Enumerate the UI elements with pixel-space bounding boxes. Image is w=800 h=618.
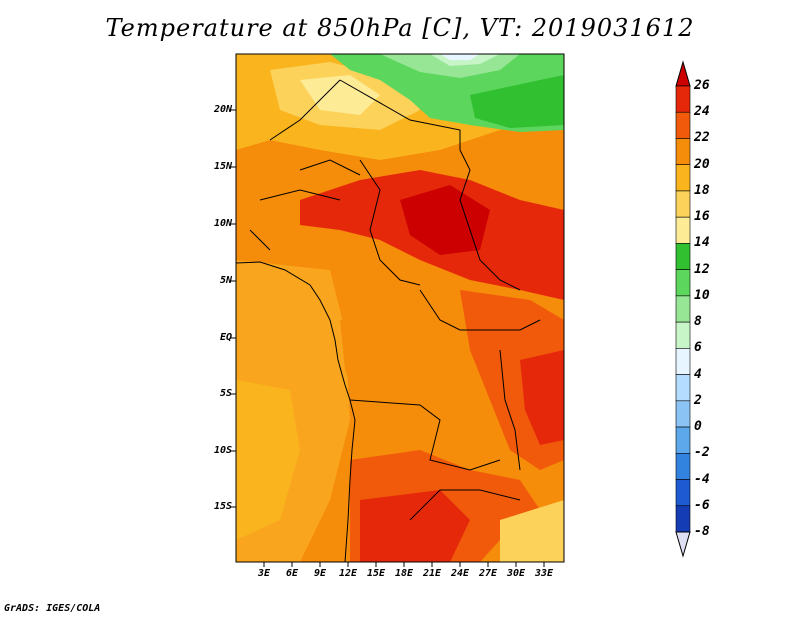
- lat-label: 5S: [219, 388, 232, 399]
- colorbar-segment: [675, 452, 691, 480]
- colorbar-label: 26: [694, 78, 710, 93]
- colorbar-label: 14: [694, 235, 710, 251]
- colorbar-segment: [675, 374, 691, 402]
- colorbar-label: 20: [694, 156, 710, 172]
- lat-label: 10S: [213, 445, 232, 456]
- colorbar-label: 18: [694, 182, 710, 198]
- colorbar-segment: [675, 138, 691, 166]
- colorbar-segment: [675, 164, 691, 192]
- lat-label: EQ: [219, 332, 232, 343]
- colorbar-label: 16: [694, 209, 710, 225]
- map-frame: [235, 53, 565, 563]
- colorbar-label: 4: [694, 366, 702, 382]
- colorbar-label: 0: [694, 419, 702, 435]
- colorbar-label: -6: [694, 497, 710, 513]
- colorbar-segment: [675, 400, 691, 428]
- colorbar-segment: [675, 243, 691, 270]
- colorbar-bottom-triangle: [675, 531, 691, 558]
- colorbar-label: -4: [694, 471, 710, 487]
- lon-label: 9E: [313, 568, 327, 579]
- colorbar-segment: [675, 295, 691, 323]
- credit-text: GrADS: IGES/COLA: [4, 603, 101, 614]
- lon-label: 3E: [257, 568, 271, 579]
- map-title: Temperature at 850hPa [C], VT: 201903161…: [105, 14, 695, 42]
- colorbar-label: 12: [694, 261, 710, 277]
- lon-label: 6E: [285, 568, 299, 579]
- lon-label: 12E: [338, 568, 358, 579]
- lat-label: 15N: [213, 161, 232, 172]
- lon-label: 33E: [534, 568, 554, 579]
- colorbar-segment: [675, 505, 691, 533]
- colorbar-segment: [675, 321, 691, 349]
- colorbar-label: 8: [694, 314, 702, 330]
- colorbar-label: 22: [694, 130, 710, 146]
- lon-label: 27E: [478, 568, 498, 579]
- colorbar-segment: [675, 426, 691, 454]
- lat-label: 10N: [213, 218, 232, 229]
- colorbar-label: 24: [694, 104, 710, 120]
- temperature-field: [236, 54, 564, 562]
- colorbar-segment: [675, 190, 691, 218]
- lon-label: 21E: [422, 568, 442, 579]
- colorbar-label: -2: [694, 445, 710, 461]
- colorbar-segment: [675, 216, 691, 244]
- lon-label: 15E: [366, 568, 386, 579]
- lon-label: 30E: [506, 568, 526, 579]
- colorbar-segment: [675, 85, 691, 113]
- colorbar-label: 2: [694, 392, 702, 408]
- colorbar-label: -8: [694, 524, 710, 539]
- country-borders: [236, 79, 541, 562]
- colorbar-label: 6: [694, 340, 702, 356]
- colorbar-top-triangle: [675, 60, 691, 87]
- colorbar-label: 10: [694, 287, 710, 303]
- lat-label: 15S: [213, 501, 232, 512]
- colorbar-segment: [675, 479, 691, 507]
- colorbar-segment: [675, 269, 691, 297]
- lat-label: 5N: [219, 275, 232, 286]
- colorbar-segment: [675, 111, 691, 139]
- lat-label: 20N: [213, 104, 232, 115]
- colorbar-segment: [675, 348, 691, 375]
- lon-label: 18E: [394, 568, 414, 579]
- lon-label: 24E: [450, 568, 470, 579]
- colorbar: [675, 60, 691, 558]
